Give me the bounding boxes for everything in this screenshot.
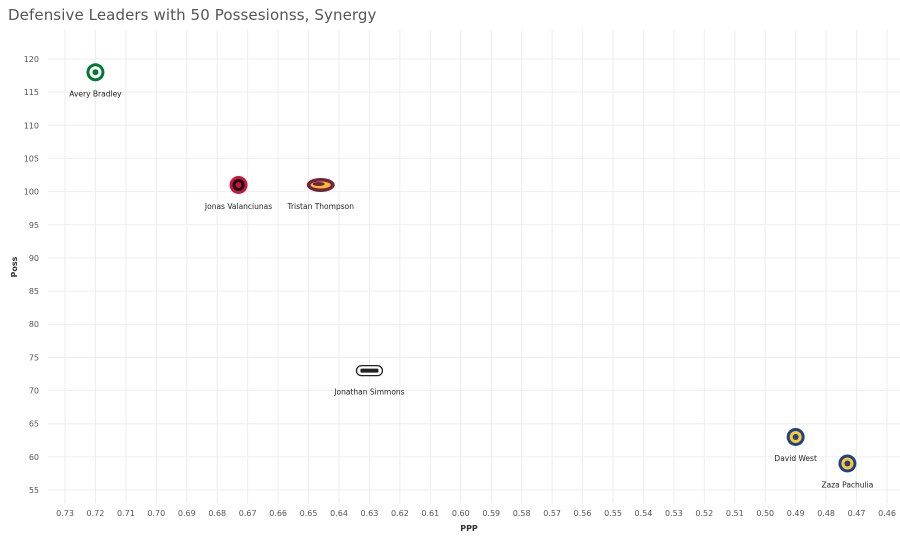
data-points: Avery Bradley Jonas Valanciunas Tristan Th…: [69, 63, 873, 489]
y-axis-ticks: 55 60 65 70 75 80 85 90 95 100 105 110 115 120: [24, 55, 39, 495]
x-tick-label: 0.59: [482, 509, 500, 518]
x-tick-label: 0.70: [147, 509, 165, 518]
x-tick-label: 0.50: [756, 509, 774, 518]
x-tick-label: 0.67: [239, 509, 257, 518]
scatter-point[interactable]: Zaza Pachulia: [822, 454, 874, 489]
x-tick-label: 0.53: [665, 509, 683, 518]
y-tick-label: 100: [24, 188, 39, 197]
x-tick-label: 0.49: [787, 509, 805, 518]
x-tick-label: 0.61: [421, 509, 439, 518]
scatter-point[interactable]: Tristan Thompson: [286, 177, 354, 211]
cavaliers-logo-icon: [306, 177, 335, 192]
x-tick-label: 0.60: [452, 509, 470, 518]
x-tick-label: 0.54: [635, 509, 653, 518]
y-tick-label: 115: [24, 88, 39, 97]
scatter-point[interactable]: Jonas Valanciunas: [204, 175, 272, 211]
y-tick-label: 105: [24, 154, 39, 163]
y-tick-label: 55: [29, 486, 39, 495]
y-tick-label: 65: [29, 420, 39, 429]
x-tick-label: 0.63: [361, 509, 379, 518]
x-axis-title: PPP: [460, 524, 478, 533]
x-tick-label: 0.66: [269, 509, 287, 518]
point-label: Zaza Pachulia: [822, 480, 874, 489]
chart-title: Defensive Leaders with 50 Possesionss, S…: [8, 6, 377, 24]
y-tick-label: 120: [24, 55, 39, 64]
point-label: Avery Bradley: [69, 89, 122, 98]
x-tick-label: 0.47: [848, 509, 866, 518]
scatter-point[interactable]: Avery Bradley: [69, 63, 122, 98]
y-tick-label: 110: [24, 121, 39, 130]
x-tick-label: 0.68: [208, 509, 226, 518]
x-tick-label: 0.69: [178, 509, 196, 518]
y-axis-title: Poss: [10, 256, 19, 277]
y-tick-label: 95: [29, 221, 39, 230]
y-tick-label: 90: [29, 254, 39, 263]
x-tick-label: 0.48: [817, 509, 835, 518]
point-label: David West: [774, 454, 817, 463]
point-label: Jonas Valanciunas: [204, 202, 272, 211]
warriors-logo-icon: [786, 427, 805, 446]
x-tick-label: 0.72: [87, 509, 105, 518]
grid: [48, 30, 900, 503]
x-tick-label: 0.56: [574, 509, 592, 518]
raptors-logo-icon: [229, 175, 248, 194]
x-tick-label: 0.71: [117, 509, 135, 518]
x-tick-label: 0.46: [878, 509, 896, 518]
x-tick-label: 0.57: [543, 509, 561, 518]
x-tick-label: 0.62: [391, 509, 409, 518]
x-tick-label: 0.64: [330, 509, 348, 518]
y-tick-label: 75: [29, 353, 39, 362]
y-tick-label: 70: [29, 387, 39, 396]
x-tick-label: 0.51: [726, 509, 744, 518]
x-tick-label: 0.52: [695, 509, 713, 518]
celtics-logo-icon: [86, 63, 105, 82]
y-tick-label: 60: [29, 453, 39, 462]
scatter-point[interactable]: David West: [774, 427, 817, 463]
x-tick-label: 0.55: [604, 509, 622, 518]
y-tick-label: 80: [29, 320, 39, 329]
warriors-logo-icon: [838, 454, 857, 473]
x-axis-ticks: 0.73 0.72 0.71 0.70 0.69 0.68 0.67 0.66 0.65 0.64…: [56, 509, 896, 518]
point-label: Jonathan Simmons: [333, 388, 404, 397]
scatter-point[interactable]: Jonathan Simmons: [333, 364, 405, 397]
spurs-logo-icon: [355, 364, 384, 377]
y-tick-label: 85: [29, 287, 39, 296]
point-label: Tristan Thompson: [286, 202, 354, 211]
x-tick-label: 0.58: [513, 509, 531, 518]
x-tick-label: 0.73: [56, 509, 74, 518]
x-tick-label: 0.65: [300, 509, 318, 518]
